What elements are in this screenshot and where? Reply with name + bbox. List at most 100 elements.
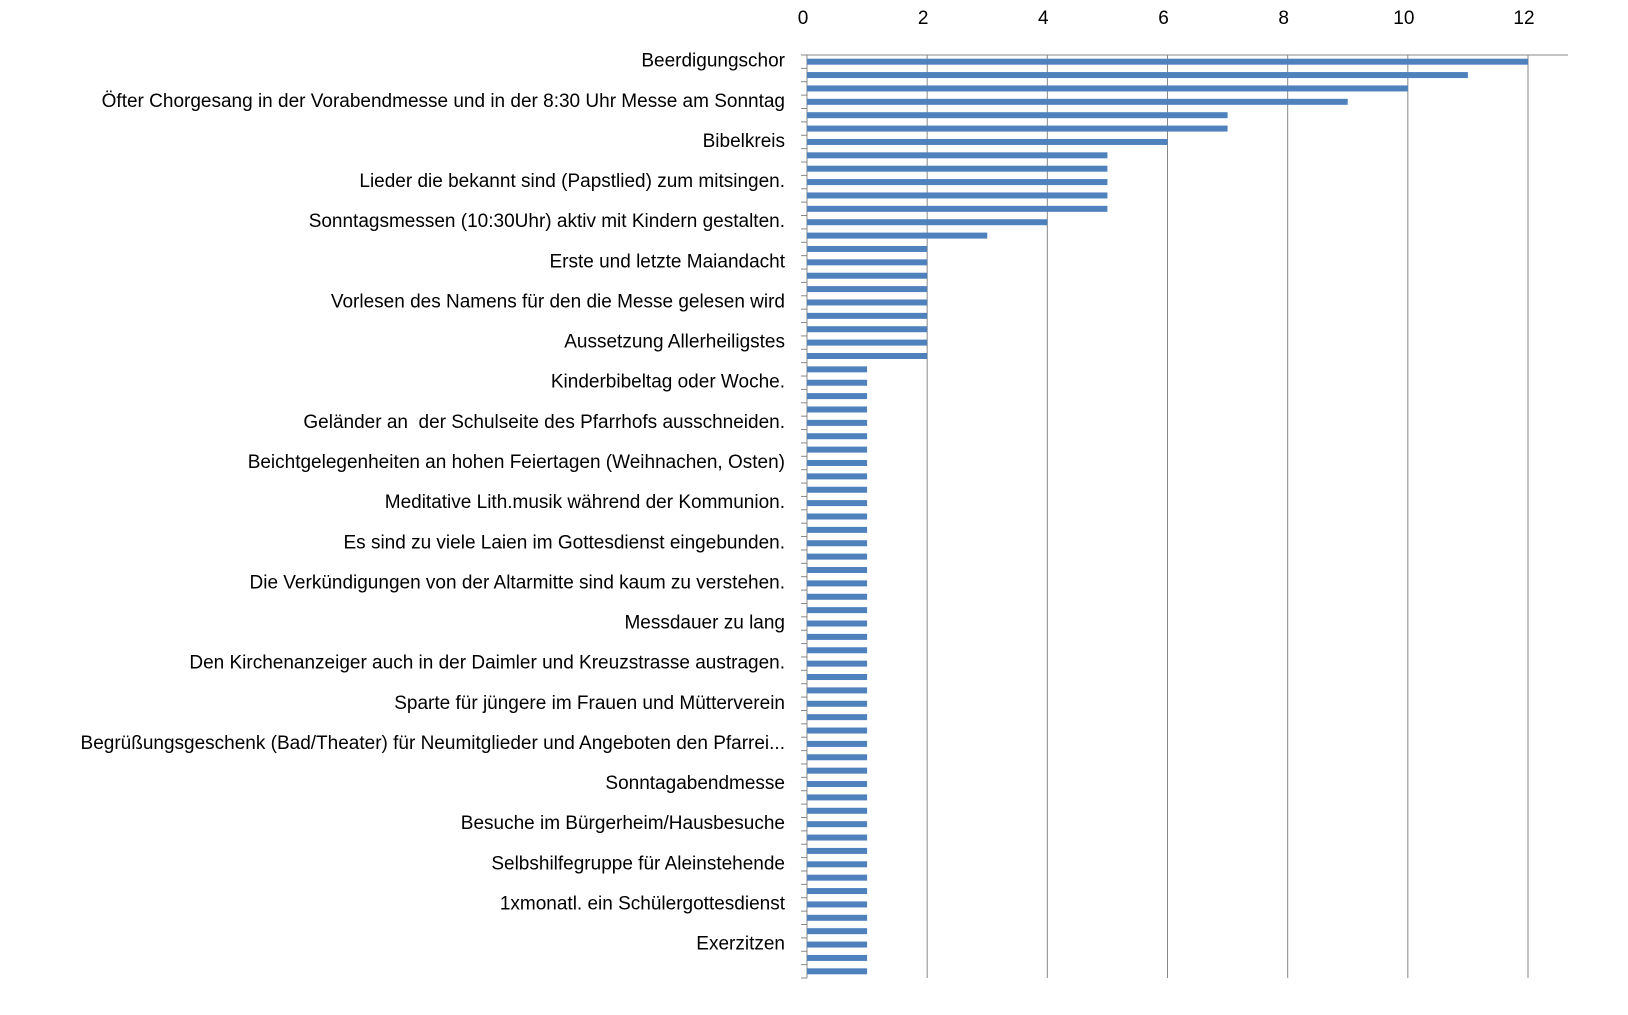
- x-tick-label: 10: [1393, 8, 1414, 29]
- y-tick-label: Exerzitzen: [696, 934, 785, 955]
- x-tick-label: 0: [798, 8, 809, 29]
- bar: [807, 874, 868, 881]
- x-tick-label: 6: [1158, 8, 1169, 29]
- bar: [807, 259, 928, 266]
- y-tick-label: Lieder die bekannt sind (Papstlied) zum …: [359, 171, 785, 192]
- bar: [807, 727, 868, 734]
- x-tick-label: 8: [1278, 8, 1289, 29]
- bar: [807, 540, 868, 547]
- bar: [807, 941, 868, 948]
- bar: [807, 660, 868, 667]
- bar: [807, 513, 868, 520]
- y-tick-label: Vorlesen des Namens für den die Messe ge…: [331, 291, 785, 312]
- bar: [807, 98, 1348, 105]
- bar: [807, 901, 868, 908]
- bar: [807, 299, 928, 306]
- bar: [807, 620, 868, 627]
- bar: [807, 794, 868, 801]
- x-tick-label: 2: [918, 8, 929, 29]
- bar: [807, 647, 868, 654]
- bar: [807, 446, 868, 453]
- bar: [807, 607, 868, 614]
- bar: [807, 192, 1108, 199]
- y-tick-label: Bibelkreis: [703, 131, 785, 152]
- y-tick-label: Begrüßungsgeschenk (Bad/Theater) für Neu…: [81, 733, 785, 754]
- bar: [807, 821, 868, 828]
- y-tick-label: Sonntagabendmesse: [605, 773, 785, 794]
- bar: [807, 888, 868, 895]
- y-tick-label: Öfter Chorgesang in der Vorabendmesse un…: [102, 91, 785, 112]
- bar: [807, 179, 1108, 186]
- bar: [807, 219, 1048, 226]
- bar: [807, 232, 988, 239]
- bar: [807, 339, 928, 346]
- y-tick-label: Selbshilfegruppe für Aleinstehende: [491, 853, 785, 874]
- x-tick-label: 4: [1038, 8, 1049, 29]
- bar: [807, 861, 868, 868]
- y-tick-label: Erste und letzte Maiandacht: [549, 251, 785, 272]
- bar: [807, 112, 1228, 119]
- bar: [807, 138, 1168, 145]
- y-tick-label: Es sind zu viele Laien im Gottesdienst e…: [344, 532, 786, 553]
- bar: [807, 473, 868, 480]
- bar: [807, 526, 868, 533]
- y-tick-label: Beerdigungschor: [641, 51, 785, 72]
- bar: [807, 205, 1108, 212]
- bar: [807, 674, 868, 681]
- bar: [807, 834, 868, 841]
- bar: [807, 72, 1468, 79]
- y-tick-label: Sonntagsmessen (10:30Uhr) aktiv mit Kind…: [309, 211, 785, 232]
- y-tick-label: Beichtgelegenheiten an hohen Feiertagen …: [248, 452, 785, 473]
- bar: [807, 245, 928, 252]
- bar: [807, 286, 928, 293]
- bar: [807, 633, 868, 640]
- bar: [807, 165, 1108, 172]
- bar: [807, 954, 868, 961]
- y-tick-label: Den Kirchenanzeiger auch in der Daimler …: [189, 653, 785, 674]
- y-tick-label: Messdauer zu lang: [624, 613, 785, 634]
- bar: [807, 914, 868, 921]
- bar: [807, 500, 868, 507]
- bar: [807, 312, 928, 319]
- bar: [807, 593, 868, 600]
- bar: [807, 352, 928, 359]
- bar: [807, 85, 1408, 92]
- bar: [807, 781, 868, 788]
- y-tick-label: Aussetzung Allerheiligstes: [564, 332, 785, 353]
- y-tick-label: Besuche im Bürgerheim/Hausbesuche: [461, 813, 785, 834]
- bar: [807, 58, 1528, 65]
- bar: [807, 687, 868, 694]
- bar: [807, 847, 868, 854]
- bar: [807, 326, 928, 333]
- bar: [807, 366, 868, 373]
- y-tick-label: Kinderbibeltag oder Woche.: [551, 372, 785, 393]
- bar: [807, 740, 868, 747]
- bar: [807, 567, 868, 574]
- bar: [807, 406, 868, 413]
- y-tick-label: Sparte für jüngere im Frauen und Mütterv…: [394, 693, 785, 714]
- bar: [807, 152, 1108, 159]
- bar: [807, 968, 868, 975]
- bar: [807, 459, 868, 466]
- bar: [807, 486, 868, 493]
- bar: [807, 807, 868, 814]
- y-tick-label: Geländer an der Schulseite des Pfarrhofs…: [303, 412, 785, 433]
- bar: [807, 419, 868, 426]
- bar: [807, 433, 868, 440]
- x-tick-label: 12: [1513, 8, 1534, 29]
- y-tick-label: Meditative Lith.musik während der Kommun…: [385, 492, 785, 513]
- bar: [807, 700, 868, 707]
- bar: [807, 272, 928, 279]
- bar: [807, 393, 868, 400]
- y-tick-label: Die Verkündigungen von der Altarmitte si…: [250, 572, 785, 593]
- bar: [807, 754, 868, 761]
- bar: [807, 125, 1228, 132]
- bar: [807, 553, 868, 560]
- bar: [807, 714, 868, 721]
- bar: [807, 580, 868, 587]
- bar: [807, 379, 868, 386]
- bar: [807, 928, 868, 935]
- bar: [807, 767, 868, 774]
- y-tick-label: 1xmonatl. ein Schülergottesdienst: [500, 893, 786, 914]
